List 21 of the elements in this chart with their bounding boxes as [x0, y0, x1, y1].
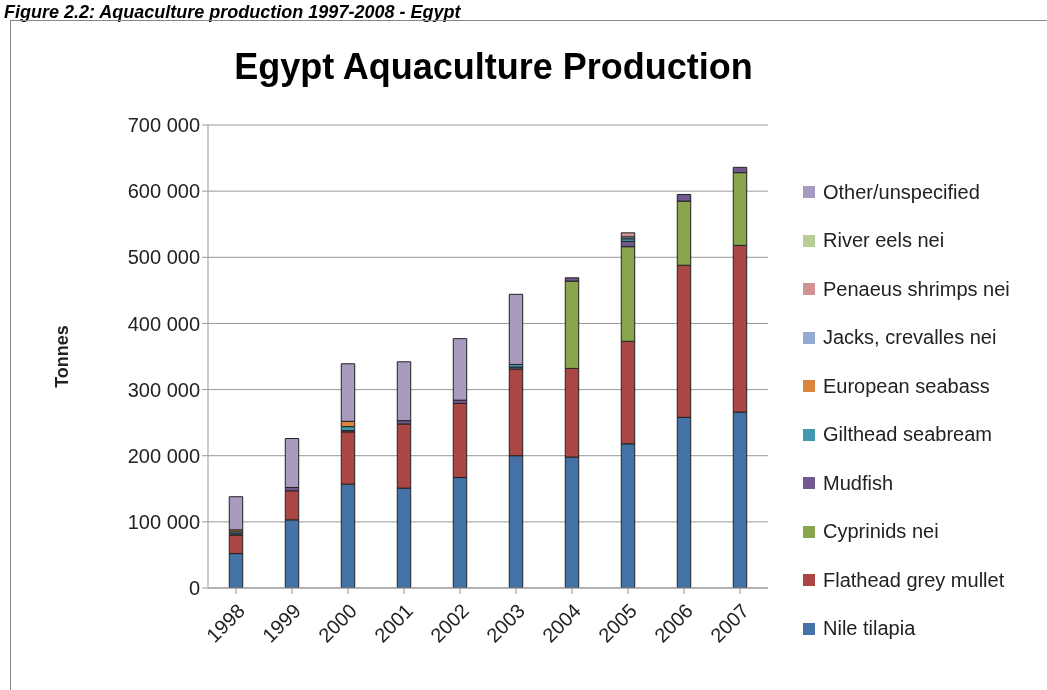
- y-tick-label: 500 000: [127, 246, 200, 269]
- chart-title: Egypt Aquaculture Production: [233, 46, 754, 88]
- y-axis-title: Tonnes: [52, 325, 73, 388]
- y-tick-label: 0: [188, 577, 200, 600]
- legend-label: Cyprinids nei: [823, 520, 939, 544]
- legend-label: Nile tilapia: [823, 617, 916, 641]
- legend-label: Jacks, crevalles nei: [823, 326, 997, 350]
- y-tick-label: 600 000: [127, 180, 200, 203]
- legend-label: River eels nei: [823, 229, 945, 253]
- legend-label: Other/unspecified: [823, 180, 980, 204]
- legend-label: Gilthead seabream: [823, 423, 992, 447]
- legend-label: Flathead grey mullet: [823, 568, 1005, 592]
- y-tick-label: 100 000: [127, 510, 200, 533]
- y-tick-label: 300 000: [127, 378, 200, 401]
- y-tick-label: 200 000: [127, 444, 200, 467]
- y-tick-label: 700 000: [127, 114, 200, 137]
- legend-label: Mudfish: [823, 471, 894, 495]
- legend-label: Penaeus shrimps nei: [823, 277, 1010, 301]
- caption: Figure 2.2: Aquaculture production 1997-2008 - Egypt: [4, 2, 461, 23]
- legend-label: European seabass: [823, 374, 990, 398]
- y-tick-label: 400 000: [127, 312, 200, 335]
